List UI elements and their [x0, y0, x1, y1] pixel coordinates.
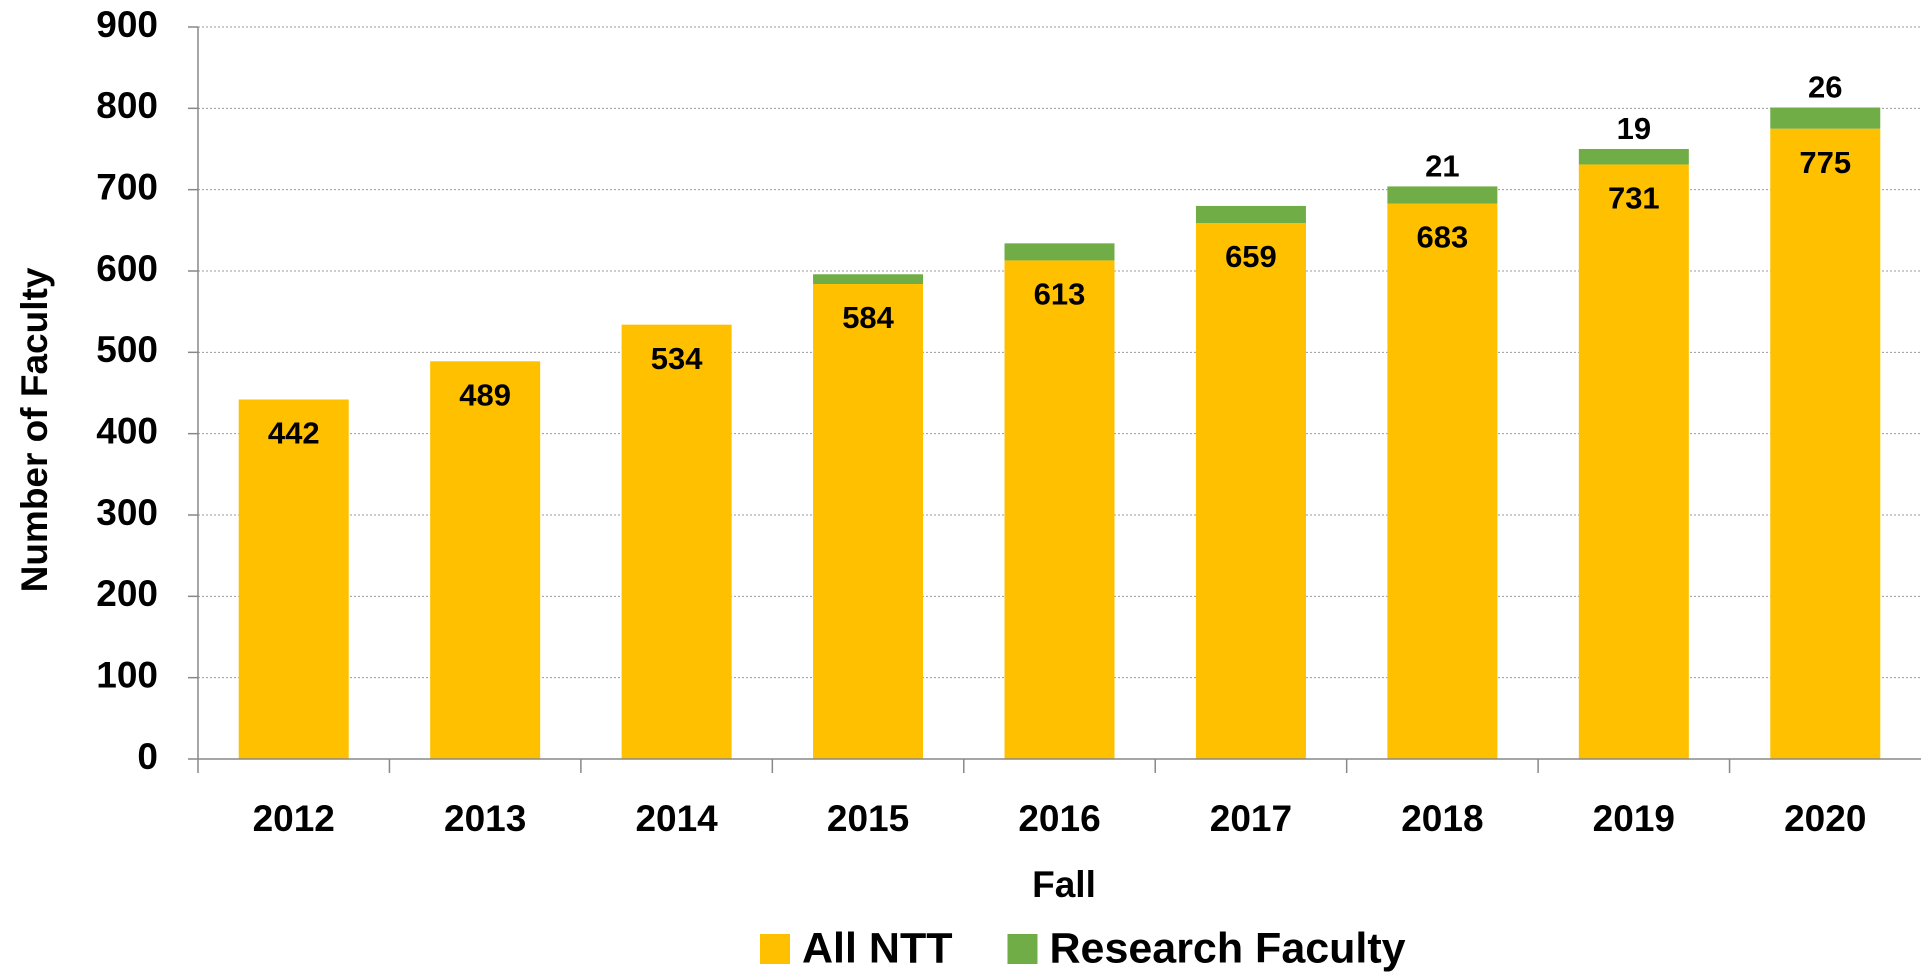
legend-label: All NTT [802, 924, 952, 972]
data-label: 659 [1225, 239, 1277, 274]
legend-label: Research Faculty [1049, 924, 1405, 972]
x-tick-label: 2016 [1018, 798, 1100, 839]
data-label: 775 [1799, 145, 1851, 180]
data-label: 584 [842, 300, 894, 335]
y-tick-label: 0 [137, 736, 158, 777]
bar-segment [1195, 223, 1306, 760]
data-label: 489 [459, 377, 511, 412]
bar-segment [1578, 164, 1689, 759]
bar-segment [1004, 260, 1115, 759]
x-tick-label: 2012 [253, 798, 335, 839]
x-tick-label: 2017 [1210, 798, 1292, 839]
data-label: 683 [1417, 220, 1469, 255]
x-tick-label: 2014 [635, 798, 718, 839]
y-tick-label: 100 [96, 654, 158, 695]
bar-segment [1770, 107, 1881, 129]
x-axis-label: Fall [1032, 864, 1096, 905]
bar-segment [430, 361, 541, 759]
x-tick-label: 2019 [1593, 798, 1675, 839]
bar-segment [813, 284, 924, 759]
data-label: 442 [268, 416, 320, 451]
legend-swatch [1007, 934, 1038, 964]
data-label: 613 [1034, 277, 1086, 312]
bar-segment [238, 399, 349, 759]
bar-segment [1195, 205, 1306, 224]
x-tick-label: 2013 [444, 798, 526, 839]
y-tick-label: 200 [96, 573, 158, 614]
bar-segment [1770, 128, 1881, 759]
data-label: 534 [651, 341, 703, 376]
y-axis-label: Number of Faculty [14, 267, 55, 592]
y-tick-label: 500 [96, 329, 158, 370]
y-tick-label: 800 [96, 85, 158, 126]
data-label: 26 [1808, 70, 1842, 105]
legend-swatch [760, 934, 790, 964]
bar-segment [1387, 186, 1498, 204]
data-label: 21 [1425, 149, 1459, 184]
x-tick-label: 2020 [1784, 798, 1866, 839]
x-tick-label: 2015 [827, 798, 909, 839]
bar-segment [1578, 149, 1689, 165]
data-label: 19 [1617, 111, 1651, 146]
y-tick-label: 400 [96, 410, 158, 451]
bar-segment [1387, 203, 1498, 759]
bar-segment [1004, 243, 1115, 261]
bar-segment [621, 324, 732, 759]
bar-segment [813, 274, 924, 285]
y-tick-label: 700 [96, 166, 158, 207]
y-tick-label: 300 [96, 492, 158, 533]
y-tick-label: 600 [96, 248, 158, 289]
y-tick-label: 900 [96, 4, 158, 45]
data-label: 731 [1608, 181, 1660, 216]
x-tick-label: 2018 [1401, 798, 1483, 839]
